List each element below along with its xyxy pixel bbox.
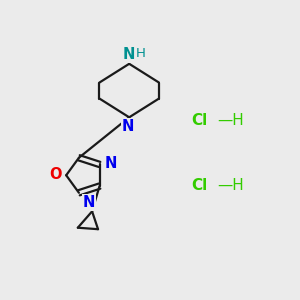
Text: —H: —H xyxy=(217,113,244,128)
Text: N: N xyxy=(82,195,95,210)
Text: —H: —H xyxy=(217,178,244,193)
Text: N: N xyxy=(104,156,117,171)
Text: H: H xyxy=(136,47,146,60)
Text: N: N xyxy=(123,47,135,62)
Text: Cl: Cl xyxy=(192,178,208,193)
Text: N: N xyxy=(122,119,134,134)
Text: Cl: Cl xyxy=(192,113,208,128)
Text: O: O xyxy=(50,167,62,182)
